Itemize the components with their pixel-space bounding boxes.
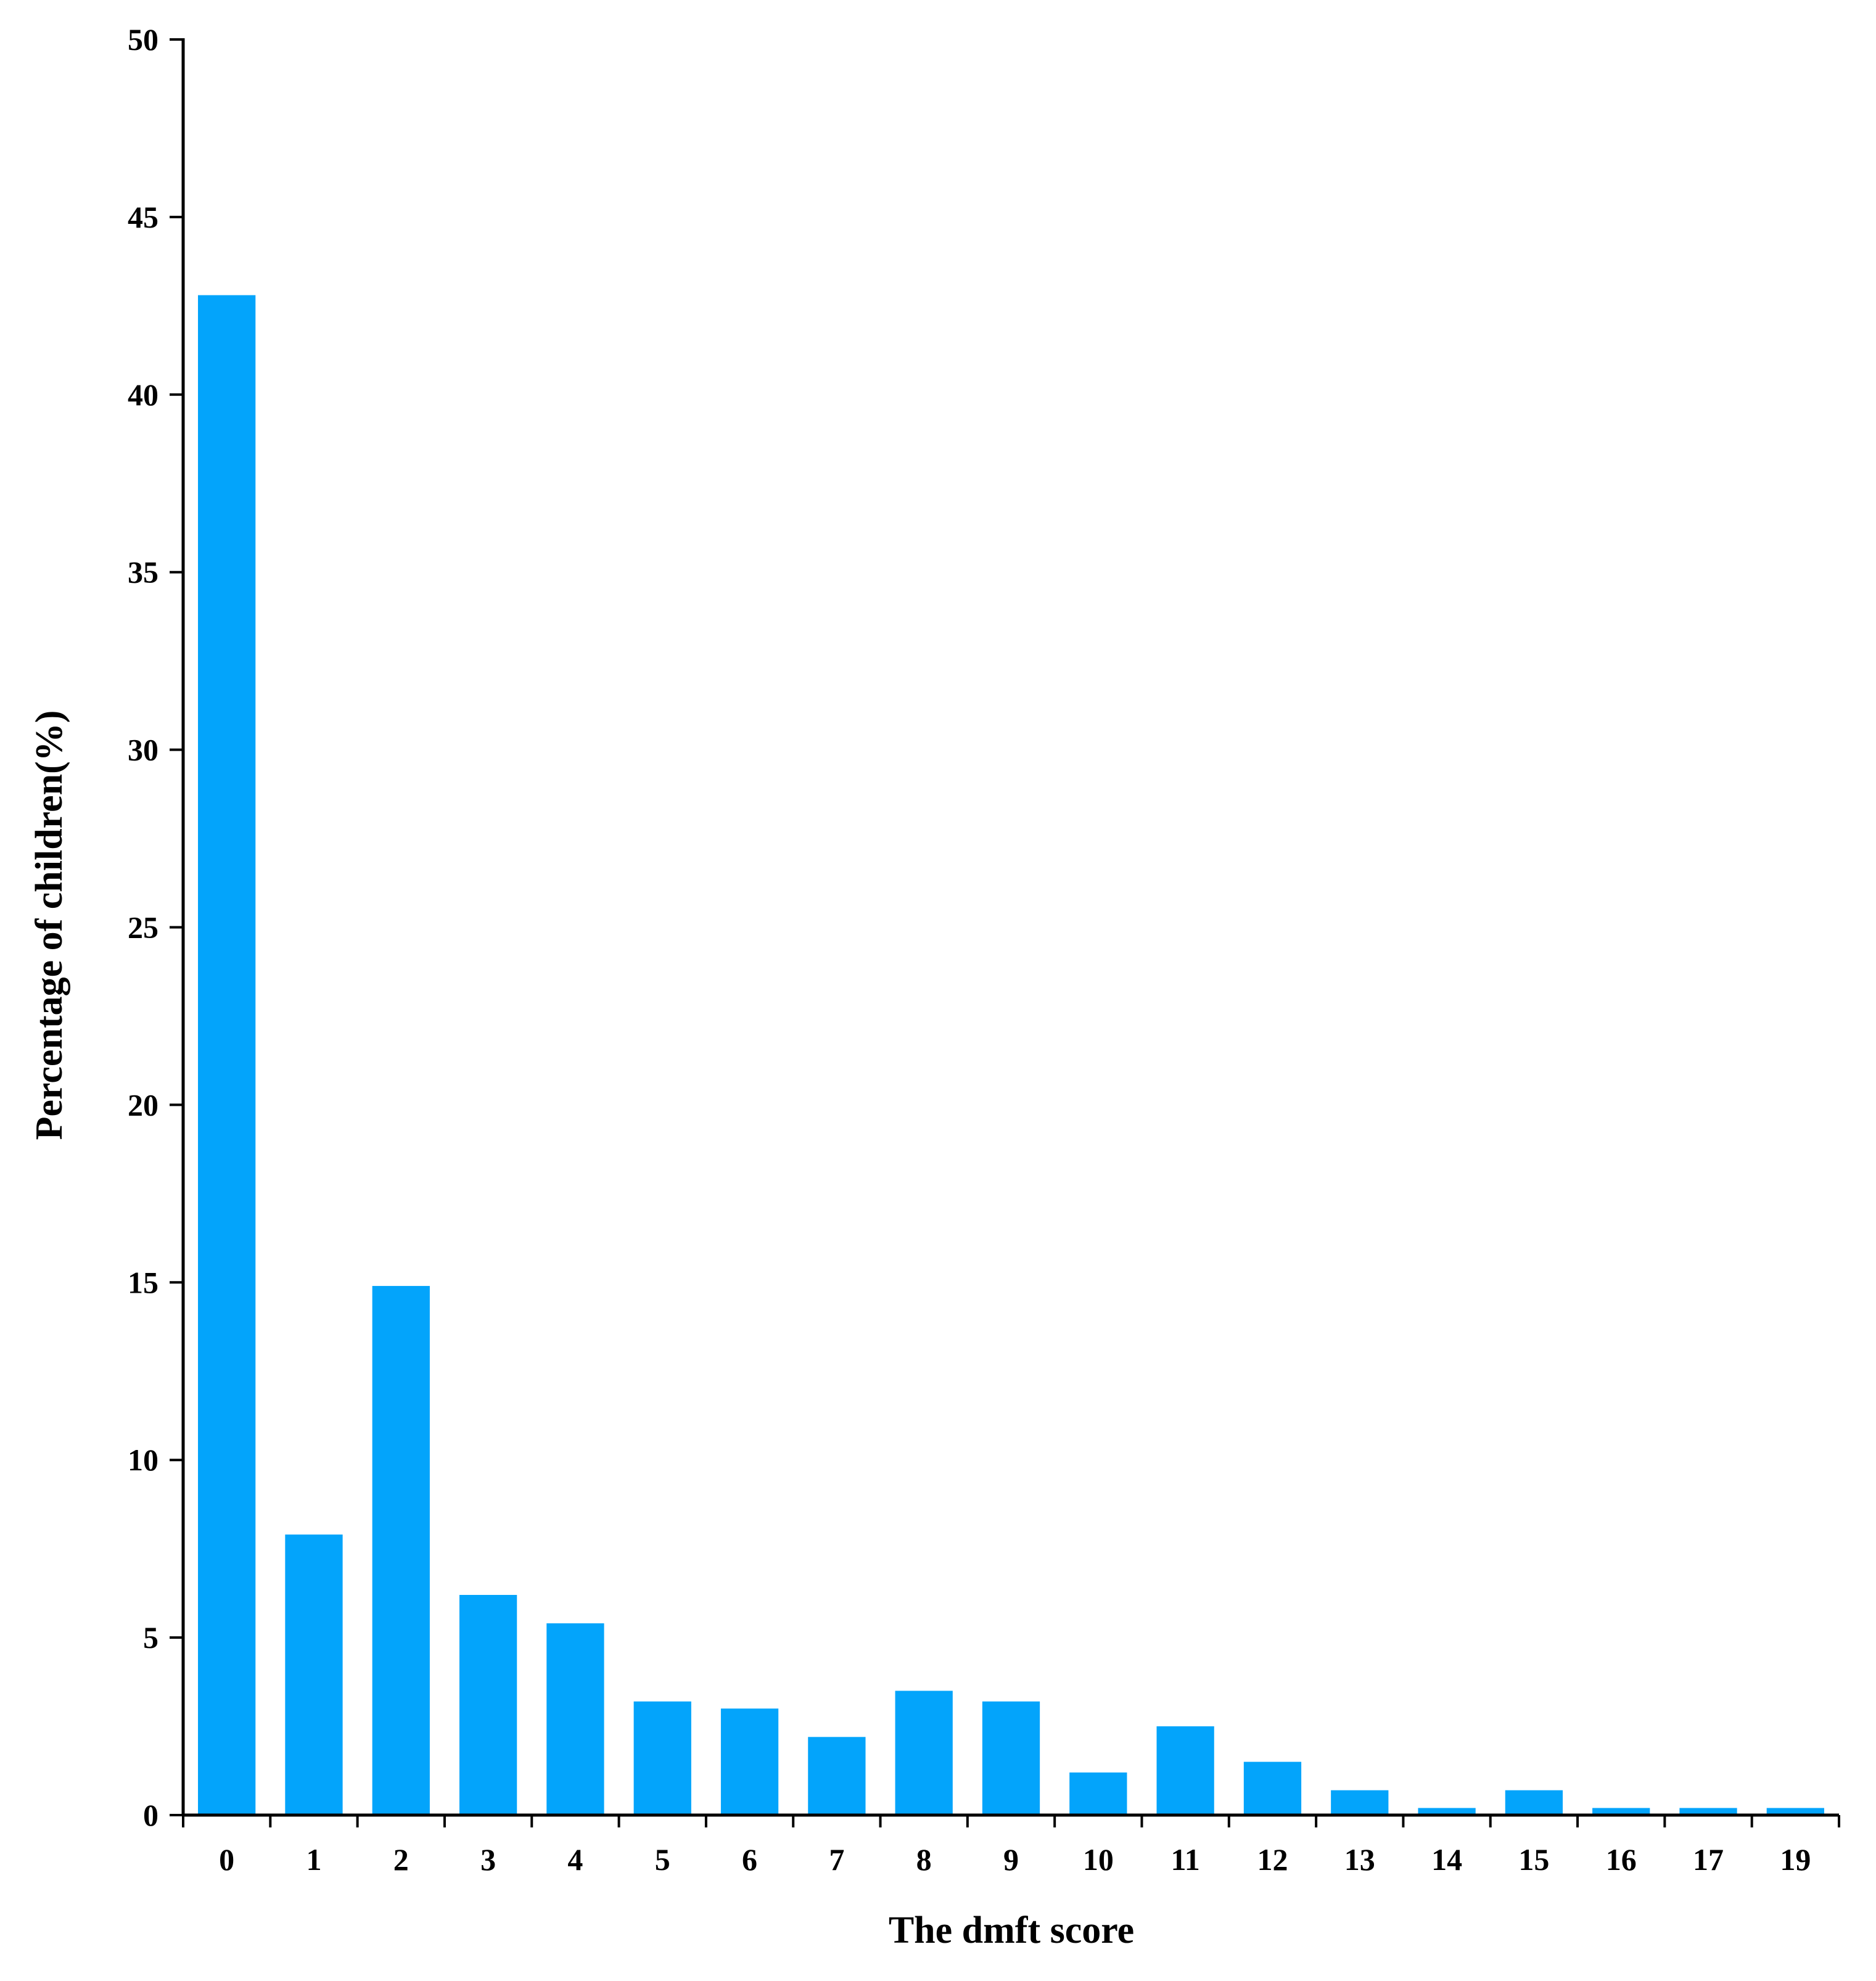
x-tick-label-17: 17 xyxy=(1693,1842,1724,1877)
bar-16 xyxy=(1592,1808,1650,1815)
bar-13 xyxy=(1331,1790,1389,1815)
bar-19 xyxy=(1766,1808,1824,1815)
bar-7 xyxy=(808,1737,866,1815)
bar-9 xyxy=(982,1701,1040,1815)
x-tick-label-7: 7 xyxy=(829,1842,844,1877)
x-tick-label-19: 19 xyxy=(1780,1842,1811,1877)
bar-3 xyxy=(459,1595,517,1815)
axes-group xyxy=(181,38,1839,1817)
bar-0 xyxy=(198,295,256,1816)
bar-14 xyxy=(1418,1808,1476,1815)
y-tick-label: 15 xyxy=(128,1265,158,1299)
bar-1 xyxy=(285,1534,343,1815)
x-tick-label-6: 6 xyxy=(742,1842,757,1877)
x-tick-label-9: 9 xyxy=(1003,1842,1019,1877)
x-tick-label-16: 16 xyxy=(1606,1842,1637,1877)
y-ticks-group: 0 5 10 15 20 25 30 35 40 45 50 xyxy=(128,22,183,1832)
bar-6 xyxy=(720,1708,779,1815)
bar-15 xyxy=(1505,1790,1563,1815)
y-tick-label: 50 xyxy=(128,22,158,57)
x-tick-label-1: 1 xyxy=(306,1842,321,1877)
x-tick-label-4: 4 xyxy=(567,1842,583,1877)
x-tick-label-5: 5 xyxy=(655,1842,670,1877)
y-tick-label: 30 xyxy=(128,733,158,767)
bars-group xyxy=(198,295,1824,1816)
y-tick-label: 5 xyxy=(143,1620,158,1655)
bar-10 xyxy=(1069,1772,1127,1815)
bar-11 xyxy=(1156,1726,1214,1815)
y-tick-label: 45 xyxy=(128,200,158,234)
x-tick-label-8: 8 xyxy=(916,1842,932,1877)
x-tick-label-13: 13 xyxy=(1344,1842,1375,1877)
x-tick-label-11: 11 xyxy=(1171,1842,1200,1877)
y-tick-label: 25 xyxy=(128,910,158,945)
y-tick-label: 10 xyxy=(128,1443,158,1477)
x-axis-title: The dmft score xyxy=(889,1909,1134,1951)
x-tick-label-15: 15 xyxy=(1518,1842,1549,1877)
x-tick-label-2: 2 xyxy=(393,1842,409,1877)
bar-17 xyxy=(1679,1808,1737,1815)
x-tick-label-14: 14 xyxy=(1431,1842,1462,1877)
bar-5 xyxy=(633,1701,691,1815)
bar-8 xyxy=(895,1691,953,1815)
y-tick-label: 35 xyxy=(128,555,158,590)
x-tick-label-3: 3 xyxy=(480,1842,496,1877)
bar-2 xyxy=(372,1286,430,1815)
y-tick-label: 40 xyxy=(128,377,158,412)
bar-12 xyxy=(1243,1761,1302,1815)
x-ticks-group: 0 1 2 3 4 5 6 7 8 9 10 11 12 13 14 15 16 17 19 xyxy=(182,1815,1840,1877)
x-tick-label-0: 0 xyxy=(219,1842,234,1877)
y-tick-label: 20 xyxy=(128,1087,158,1122)
x-tick-label-10: 10 xyxy=(1083,1842,1114,1877)
y-axis-title: Percentage of children(%) xyxy=(28,710,70,1140)
y-tick-label: 0 xyxy=(143,1798,158,1832)
x-tick-label-12: 12 xyxy=(1257,1842,1288,1877)
bar-4 xyxy=(546,1623,604,1815)
